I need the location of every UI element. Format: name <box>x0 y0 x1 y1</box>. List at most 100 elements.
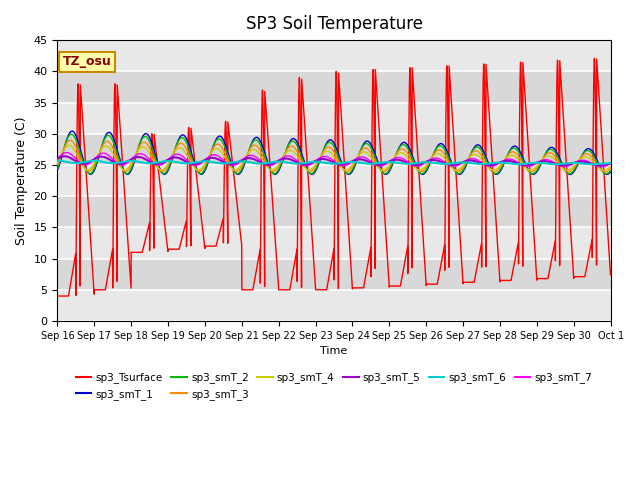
sp3_smT_6 <box>606 160 614 166</box>
sp3_smT_4 <box>428 155 435 161</box>
sp3_Tsurface <box>314 287 321 293</box>
sp3_smT_4 <box>606 164 614 170</box>
sp3_smT_3 <box>54 162 61 168</box>
sp3_smT_4 <box>157 167 165 173</box>
sp3_smT_5 <box>428 157 435 163</box>
sp3_smT_2 <box>153 160 161 166</box>
Line: sp3_smT_6: sp3_smT_6 <box>58 161 611 164</box>
sp3_smT_7 <box>490 163 497 169</box>
sp3_smT_1 <box>458 170 466 176</box>
sp3_smT_2 <box>458 168 466 174</box>
sp3_smT_2 <box>606 168 614 174</box>
Line: sp3_smT_4: sp3_smT_4 <box>58 145 611 170</box>
sp3_Tsurface <box>458 263 466 268</box>
Line: sp3_smT_5: sp3_smT_5 <box>58 156 611 166</box>
sp3_smT_7 <box>458 160 466 166</box>
sp3_smT_4 <box>607 164 614 169</box>
sp3_Tsurface <box>490 175 497 181</box>
sp3_smT_1 <box>490 170 497 176</box>
sp3_smT_3 <box>153 162 161 168</box>
sp3_smT_3 <box>601 169 609 175</box>
sp3_smT_7 <box>428 156 435 162</box>
sp3_Tsurface <box>606 264 614 270</box>
sp3_smT_6 <box>458 159 466 165</box>
sp3_smT_4 <box>314 158 321 164</box>
Line: sp3_smT_7: sp3_smT_7 <box>58 153 611 167</box>
Line: sp3_smT_2: sp3_smT_2 <box>58 134 611 174</box>
sp3_smT_3 <box>606 166 614 172</box>
sp3_smT_1 <box>153 157 161 163</box>
sp3_smT_7 <box>314 156 321 162</box>
sp3_Tsurface <box>591 55 598 61</box>
sp3_smT_2 <box>54 166 61 171</box>
sp3_smT_1 <box>428 156 435 162</box>
sp3_smT_2 <box>607 168 614 174</box>
sp3_smT_5 <box>596 163 604 168</box>
sp3_smT_3 <box>314 160 321 166</box>
sp3_smT_6 <box>428 160 435 166</box>
sp3_smT_4 <box>458 164 466 169</box>
sp3_Tsurface <box>153 154 161 160</box>
sp3_smT_6 <box>54 158 61 164</box>
sp3_smT_2 <box>314 162 321 168</box>
Bar <box>58 228 611 259</box>
sp3_smT_3 <box>607 165 614 171</box>
sp3_smT_5 <box>61 154 68 159</box>
sp3_smT_2 <box>68 132 76 137</box>
sp3_smT_5 <box>153 161 161 167</box>
sp3_smT_2 <box>428 156 435 161</box>
sp3_smT_6 <box>588 161 596 167</box>
sp3_smT_7 <box>63 150 70 156</box>
sp3_smT_1 <box>54 167 61 173</box>
Legend: sp3_Tsurface, sp3_smT_1, sp3_smT_2, sp3_smT_3, sp3_smT_4, sp3_smT_5, sp3_smT_6, : sp3_Tsurface, sp3_smT_1, sp3_smT_2, sp3_… <box>72 368 596 404</box>
X-axis label: Time: Time <box>321 346 348 356</box>
sp3_smT_3 <box>428 155 435 161</box>
Bar <box>58 72 611 103</box>
sp3_smT_6 <box>153 160 161 166</box>
sp3_smT_5 <box>314 157 321 163</box>
sp3_smT_3 <box>67 137 74 143</box>
sp3_smT_5 <box>490 162 497 168</box>
sp3_Tsurface <box>428 281 435 287</box>
sp3_smT_1 <box>607 169 614 175</box>
sp3_smT_1 <box>606 169 614 175</box>
sp3_smT_6 <box>607 160 614 166</box>
sp3_Tsurface <box>54 293 61 299</box>
sp3_smT_1 <box>314 164 321 169</box>
sp3_smT_7 <box>54 156 61 162</box>
Bar <box>58 134 611 165</box>
sp3_smT_4 <box>153 164 161 169</box>
sp3_smT_4 <box>490 167 497 173</box>
sp3_smT_7 <box>607 161 614 167</box>
Bar <box>58 290 611 321</box>
Line: sp3_Tsurface: sp3_Tsurface <box>58 58 611 296</box>
Text: TZ_osu: TZ_osu <box>63 55 112 68</box>
sp3_smT_5 <box>606 160 614 166</box>
Title: SP3 Soil Temperature: SP3 Soil Temperature <box>246 15 422 33</box>
sp3_smT_5 <box>607 160 614 166</box>
Bar <box>58 165 611 196</box>
Line: sp3_smT_1: sp3_smT_1 <box>58 131 611 174</box>
Bar <box>58 196 611 228</box>
sp3_smT_7 <box>153 162 161 168</box>
sp3_smT_3 <box>490 168 497 174</box>
sp3_smT_1 <box>161 171 168 177</box>
sp3_smT_5 <box>458 159 466 165</box>
sp3_smT_4 <box>65 143 73 148</box>
sp3_Tsurface <box>607 272 614 278</box>
sp3_smT_2 <box>490 170 497 176</box>
sp3_smT_6 <box>314 159 321 165</box>
Y-axis label: Soil Temperature (C): Soil Temperature (C) <box>15 116 28 245</box>
Bar <box>58 103 611 134</box>
sp3_smT_7 <box>606 161 614 167</box>
sp3_smT_7 <box>598 164 605 169</box>
sp3_smT_1 <box>68 128 76 134</box>
sp3_smT_2 <box>307 171 315 177</box>
Bar <box>58 40 611 72</box>
Line: sp3_smT_3: sp3_smT_3 <box>58 140 611 172</box>
sp3_smT_4 <box>54 160 61 166</box>
Bar <box>58 259 611 290</box>
sp3_smT_6 <box>490 160 497 166</box>
sp3_smT_5 <box>54 156 61 162</box>
sp3_smT_3 <box>458 166 466 172</box>
